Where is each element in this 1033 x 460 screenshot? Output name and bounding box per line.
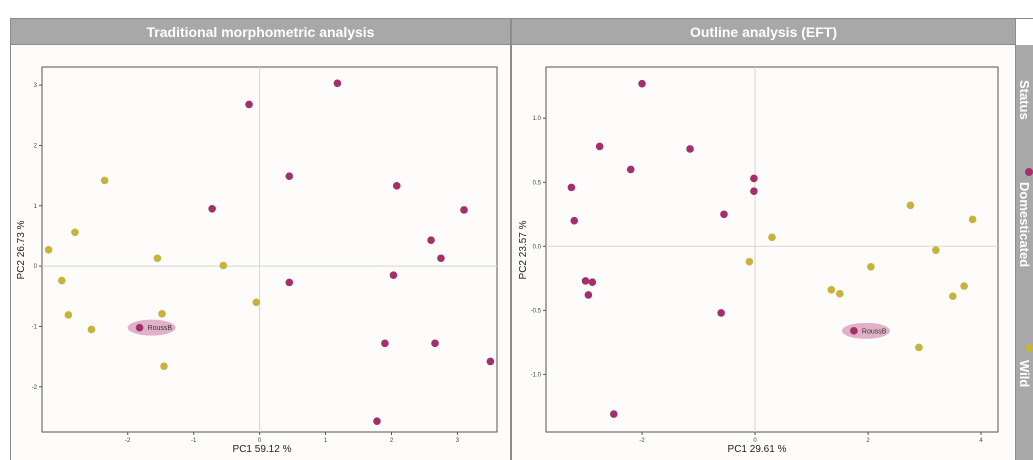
legend-title: Status <box>1017 80 1032 120</box>
y-tick-label: 0.0 <box>533 244 542 250</box>
point-wild <box>64 311 73 319</box>
point-domesticated <box>373 417 381 425</box>
y-tick-label: 0 <box>34 264 38 270</box>
point-wild <box>906 201 915 210</box>
x-tick-label: 0 <box>753 438 757 444</box>
point-domesticated <box>584 291 593 299</box>
x-tick-label: -2 <box>639 438 645 444</box>
point-domesticated <box>850 327 858 335</box>
y-tick-label: 1.0 <box>533 116 542 122</box>
legend-strip <box>1016 45 1033 460</box>
point-wild <box>71 228 79 237</box>
point-domesticated <box>389 271 398 279</box>
x-tick-label: 1 <box>324 438 328 444</box>
legend-label-wild: Wild <box>1017 360 1032 387</box>
point-wild <box>768 233 776 242</box>
point-wild <box>968 215 977 224</box>
point-domesticated <box>686 145 694 153</box>
x-tick-label: -1 <box>191 438 197 444</box>
point-wild <box>219 261 228 270</box>
x-tick-label: 2 <box>390 438 394 444</box>
point-wild <box>836 289 844 298</box>
y-tick-label: 1 <box>34 204 38 210</box>
y-tick-label: 3 <box>34 83 38 89</box>
point-domesticated <box>381 339 389 348</box>
panel-title-traditional: Traditional morphometric analysis <box>10 18 511 45</box>
point-domesticated <box>245 100 253 109</box>
highlight-ellipse <box>841 322 890 339</box>
y-axis-label: PC2 26.73 % <box>16 220 27 279</box>
x-tick-label: 0 <box>258 438 262 444</box>
point-domesticated <box>581 277 590 285</box>
highlight-label: RoussB <box>862 328 887 335</box>
point-domesticated <box>720 210 728 219</box>
point-domesticated <box>588 278 597 286</box>
point-wild <box>827 286 836 294</box>
point-wild <box>100 176 109 185</box>
point-domesticated <box>460 206 468 214</box>
point-wild <box>160 362 168 371</box>
point-wild <box>960 282 968 290</box>
x-axis-label: PC1 59.12 % <box>233 444 292 455</box>
plot-area <box>545 66 999 433</box>
point-wild <box>932 246 940 254</box>
y-tick-label: 2 <box>34 143 38 149</box>
x-tick-label: -2 <box>125 438 131 444</box>
point-wild <box>44 246 53 254</box>
panel-title-outline: Outline analysis (EFT) <box>511 18 1016 45</box>
point-domesticated <box>437 254 445 263</box>
point-domesticated <box>717 309 725 317</box>
point-domesticated <box>333 79 342 88</box>
x-axis-label: PC1 29.61 % <box>728 444 787 455</box>
point-domesticated <box>750 174 758 183</box>
point-domesticated <box>285 172 294 180</box>
point-wild <box>915 343 923 352</box>
x-tick-label: 3 <box>456 438 460 444</box>
legend-label-domesticated: Domesticated <box>1017 182 1032 267</box>
point-domesticated <box>567 183 576 192</box>
point-wild <box>745 257 754 266</box>
point-domesticated <box>570 216 579 225</box>
y-tick-label: -2 <box>32 385 38 391</box>
x-tick-label: 2 <box>866 438 870 444</box>
y-tick-label: -1 <box>32 324 38 330</box>
plot-area <box>41 66 498 433</box>
point-wild <box>867 262 875 271</box>
highlight-ellipse <box>127 319 176 336</box>
highlight-label: RoussB <box>148 325 173 332</box>
legend-swatch-domesticated <box>1025 168 1033 176</box>
point-domesticated <box>638 79 646 88</box>
point-wild <box>158 309 166 318</box>
point-wild <box>252 298 261 307</box>
point-wild <box>87 325 96 334</box>
y-axis-label: PC2 23.57 % <box>518 220 529 279</box>
point-wild <box>57 276 66 285</box>
x-tick-label: 4 <box>979 438 983 444</box>
point-wild <box>949 292 957 301</box>
y-tick-label: 0.5 <box>533 180 542 186</box>
point-domesticated <box>750 187 758 196</box>
legend-header-blank <box>1016 18 1033 45</box>
legend: Status Domesticated Wild <box>1017 80 1033 387</box>
point-domesticated <box>626 165 635 174</box>
point-domesticated <box>610 410 618 418</box>
y-tick-label: -1.0 <box>531 372 542 378</box>
point-domesticated <box>431 339 439 348</box>
point-domesticated <box>595 142 604 151</box>
legend-swatch-wild <box>1025 344 1033 352</box>
point-domesticated <box>285 278 294 287</box>
point-wild <box>153 254 162 263</box>
point-domesticated <box>486 357 495 366</box>
y-tick-label: -0.5 <box>531 308 542 314</box>
point-domesticated <box>208 204 216 213</box>
point-domesticated <box>135 323 144 332</box>
point-domesticated <box>427 236 435 244</box>
point-domesticated <box>392 182 401 190</box>
